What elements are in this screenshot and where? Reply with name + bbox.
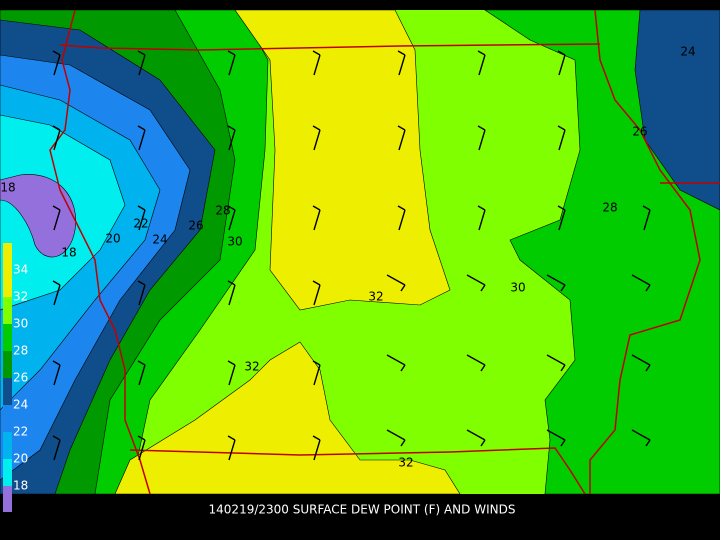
wind-barb [52, 280, 61, 306]
contour-label: 18 [0, 181, 15, 195]
color-legend: 34 32 30 28 26 24 22 20 18 [3, 243, 28, 512]
wind-barb [52, 125, 61, 151]
wind-barb [557, 205, 566, 231]
wind-barb [137, 280, 146, 306]
border-south [129, 447, 586, 495]
wind-barb [52, 435, 61, 461]
contour-label: 32 [368, 290, 383, 304]
map-area: 24 26 28 30 32 32 32 30 28 26 24 22 20 18 18 [0, 9, 720, 495]
contour-label: 24 [680, 45, 695, 59]
contour-label: 26 [632, 125, 647, 139]
contour-label: 30 [510, 281, 525, 295]
wind-barb [557, 50, 566, 76]
wind-barb [397, 50, 406, 76]
wind-barb [312, 50, 321, 76]
wind-barb [227, 280, 236, 306]
wind-barb [312, 280, 321, 306]
border-west [49, 9, 151, 495]
wind-barb [477, 50, 486, 76]
wind-barb [227, 205, 236, 231]
wind-barb [631, 429, 651, 447]
wind-barb [137, 205, 146, 231]
contour-label: 18 [61, 246, 76, 260]
contour-24-right [634, 9, 720, 211]
contour-label: 28 [215, 204, 230, 218]
legend-swatch [3, 270, 12, 297]
legend-label: 26 [13, 371, 28, 385]
wind-barb [557, 125, 566, 151]
legend-swatch [3, 378, 12, 405]
wind-barb [477, 125, 486, 151]
legend-label: 18 [13, 479, 28, 493]
legend-label: 22 [13, 425, 28, 439]
state-borders [49, 9, 720, 495]
map-title: 140219/2300 SURFACE DEW POINT (F) AND WI… [209, 503, 516, 517]
wind-barb [546, 354, 566, 372]
wind-barb [227, 125, 236, 151]
wind-barb [312, 125, 321, 151]
legend-label: 34 [13, 263, 28, 277]
legend-swatch [3, 432, 12, 459]
wind-barb [137, 125, 146, 151]
wind-barb [546, 274, 566, 292]
wind-barb [227, 360, 236, 386]
legend-label: 28 [13, 344, 28, 358]
legend-swatch [3, 324, 12, 351]
wind-barb [386, 429, 406, 447]
wind-barb [631, 274, 651, 292]
border-east [589, 9, 701, 494]
wind-barb [546, 429, 566, 447]
legend-swatch [3, 243, 12, 270]
contour-label: 24 [152, 233, 167, 247]
border-north [59, 43, 601, 51]
legend-swatch [3, 486, 12, 512]
legend-label: 20 [13, 452, 28, 466]
wind-barb [137, 435, 146, 461]
contour-label: 20 [105, 232, 120, 246]
contour-label: 28 [602, 201, 617, 215]
wind-barb [312, 435, 321, 461]
wind-barb [312, 360, 321, 386]
wind-barb [386, 274, 406, 292]
wind-barb [397, 125, 406, 151]
wind-barb [52, 50, 61, 76]
legend-swatch [3, 297, 12, 324]
contour-16-blob [0, 174, 77, 258]
wind-barb [642, 205, 651, 231]
contour-label: 22 [133, 217, 148, 231]
wind-barb [137, 360, 146, 386]
contour-label: 26 [188, 219, 203, 233]
legend-label: 24 [13, 398, 28, 412]
wind-barb [466, 429, 486, 447]
contour-label: 32 [398, 456, 413, 470]
wind-barb [227, 50, 236, 76]
wind-barb [466, 354, 486, 372]
contour-label: 30 [227, 235, 242, 249]
legend-swatch [3, 405, 12, 432]
wind-barb [477, 205, 486, 231]
wind-barb [137, 50, 146, 76]
wind-barbs [52, 50, 651, 461]
wind-barb [466, 274, 486, 292]
contour-label: 32 [244, 360, 259, 374]
legend-label: 30 [13, 317, 28, 331]
wind-barb [52, 205, 61, 231]
wind-barb [386, 354, 406, 372]
legend-label: 32 [13, 290, 28, 304]
wind-barb [312, 205, 321, 231]
wind-barb [631, 354, 651, 372]
contour-32-north [234, 9, 451, 311]
wind-barb [227, 435, 236, 461]
wind-barb [52, 360, 61, 386]
contour-labels: 24 26 28 30 32 32 32 30 28 26 24 22 20 18 18 [0, 45, 695, 470]
contour-32-south [114, 341, 461, 495]
legend-swatch [3, 459, 12, 486]
wind-barb [397, 205, 406, 231]
legend-swatch [3, 351, 12, 378]
